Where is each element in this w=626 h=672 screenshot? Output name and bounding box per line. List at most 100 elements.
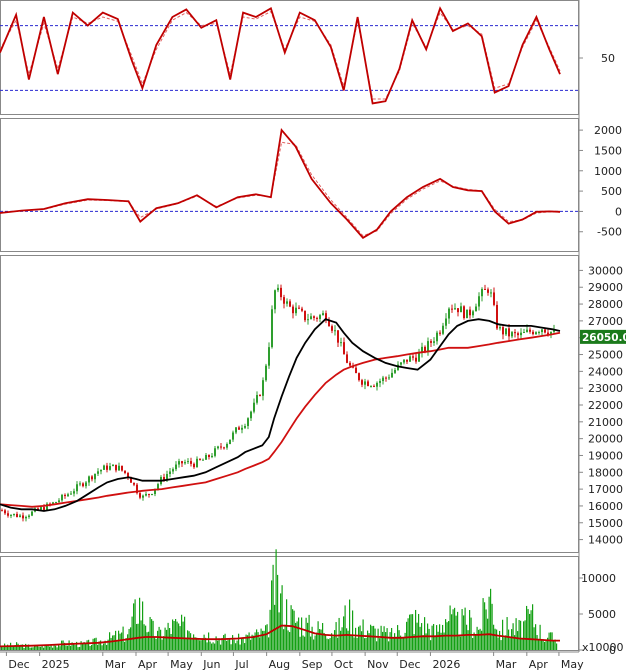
volume-bar: [443, 632, 445, 650]
volume-bar: [155, 638, 157, 650]
volume-bar: [211, 643, 213, 650]
volume-bar: [305, 617, 307, 650]
candle-body: [280, 287, 282, 298]
volume-bar: [83, 642, 85, 650]
candle-body: [55, 502, 57, 504]
volume-bar: [418, 613, 420, 650]
candle-body: [181, 461, 183, 464]
candle-body: [130, 477, 132, 483]
candle-body: [514, 332, 516, 334]
candle-body: [337, 330, 339, 343]
volume-bar: [173, 621, 175, 650]
volume-bar: [154, 637, 156, 650]
volume-bar: [97, 644, 99, 650]
volume-bar: [313, 639, 315, 650]
candle-body: [526, 329, 528, 333]
candle-body: [103, 465, 105, 470]
candle-body: [142, 495, 144, 498]
volume-bar: [556, 643, 558, 650]
volume-bar: [290, 605, 292, 650]
candle-body: [553, 329, 555, 332]
volume-bar: [299, 636, 301, 650]
volume-bar: [185, 639, 187, 650]
volume-bar: [526, 605, 528, 650]
candle-body: [58, 500, 60, 503]
price-tick-label: 23000: [588, 382, 623, 395]
candle-body: [19, 515, 21, 517]
candle-body: [424, 346, 426, 352]
volume-bar: [62, 640, 64, 650]
volume-bar: [23, 647, 25, 650]
volume-bar: [52, 647, 54, 650]
volume-bar: [310, 636, 312, 650]
volume-bar: [110, 637, 112, 650]
candle-body: [340, 342, 342, 344]
candle-body: [334, 330, 336, 332]
volume-bar: [328, 639, 330, 650]
candle-body: [343, 342, 345, 355]
volume-bar: [194, 637, 196, 650]
volume-bar: [233, 639, 235, 650]
candle-body: [496, 304, 498, 329]
volume-bar: [166, 629, 168, 650]
volume-bar: [440, 632, 442, 650]
volume-bar: [301, 617, 303, 650]
candle-body: [286, 301, 288, 304]
volume-bar: [148, 631, 150, 650]
candle-body: [118, 465, 120, 471]
volume-bar: [142, 601, 144, 650]
volume-bar: [238, 633, 240, 650]
volume-bar: [212, 642, 214, 650]
volume-bar: [7, 644, 9, 650]
volume-bar: [101, 645, 103, 650]
volume-bar: [70, 645, 72, 650]
volume-bar: [196, 637, 198, 650]
volume-bar: [532, 604, 534, 650]
candle-body: [433, 341, 435, 343]
volume-bar: [50, 644, 52, 650]
oscillator-line: [0, 6, 561, 105]
volume-bar: [428, 628, 430, 650]
volume-bar: [25, 643, 27, 650]
price-tick-label: 17000: [588, 483, 623, 496]
volume-bar: [20, 644, 22, 650]
volume-bar: [151, 619, 153, 650]
volume-bar: [124, 641, 126, 650]
oscillator-panel: [0, 0, 579, 115]
time-tick-label: Jun: [202, 658, 220, 671]
volume-bar: [515, 618, 517, 650]
oscillator-tick-label: 50: [601, 52, 615, 65]
candle-body: [532, 331, 534, 335]
volume-bar: [73, 643, 75, 650]
volume-bar: [259, 637, 261, 650]
volume-bar: [65, 645, 67, 650]
volume-bar: [437, 631, 439, 650]
candle-body: [85, 482, 87, 487]
axis-labels-layer: 502000150010005000-500300002900028000270…: [5, 52, 626, 671]
volume-bar: [218, 638, 220, 650]
candle-body: [190, 461, 192, 464]
volume-tick-label: 5000: [588, 608, 616, 621]
volume-bar: [40, 646, 42, 650]
candle-body: [202, 459, 204, 461]
volume-bar: [277, 574, 279, 650]
volume-bar: [220, 644, 222, 650]
volume-bar: [329, 637, 331, 650]
volume-bar: [406, 621, 408, 650]
momentum-line: [0, 128, 561, 239]
volume-bar: [208, 632, 210, 650]
candle-body: [16, 513, 18, 517]
candle-body: [274, 290, 276, 310]
volume-layer: [0, 549, 560, 650]
volume-bar: [340, 630, 342, 650]
candle-body: [394, 369, 396, 373]
candle-body: [547, 332, 549, 335]
volume-bar: [361, 631, 363, 650]
candle-body: [529, 329, 531, 332]
volume-bar: [127, 634, 129, 650]
candle-body: [31, 511, 33, 516]
candle-body: [22, 515, 24, 519]
candle-body: [256, 395, 258, 403]
volume-bar: [470, 617, 472, 650]
volume-bar: [500, 640, 502, 650]
